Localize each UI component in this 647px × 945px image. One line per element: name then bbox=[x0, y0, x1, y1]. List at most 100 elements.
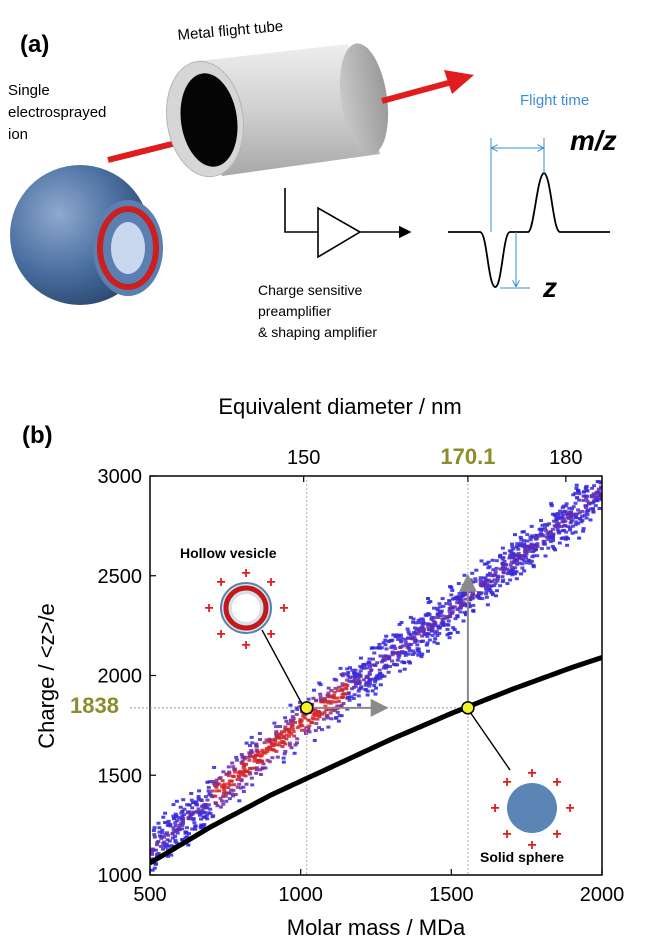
density-point bbox=[417, 629, 422, 632]
density-point bbox=[237, 771, 241, 775]
density-point bbox=[527, 544, 532, 548]
tube-label: Metal flight tube bbox=[177, 18, 284, 44]
density-point bbox=[378, 654, 383, 658]
density-point bbox=[180, 809, 185, 813]
density-point bbox=[396, 655, 401, 659]
density-point bbox=[399, 639, 404, 643]
density-point bbox=[514, 577, 519, 581]
density-point bbox=[322, 711, 327, 715]
density-point bbox=[197, 798, 202, 801]
density-point bbox=[328, 711, 333, 715]
density-point bbox=[170, 832, 175, 836]
ion-shell-ring bbox=[97, 206, 159, 290]
density-point bbox=[448, 607, 453, 611]
density-point bbox=[368, 682, 373, 686]
density-point bbox=[593, 469, 597, 472]
density-point bbox=[564, 530, 569, 534]
density-point bbox=[324, 714, 329, 718]
hollow-vesicle-label: Hollow vesicle bbox=[180, 545, 277, 561]
density-point bbox=[291, 727, 295, 731]
density-point bbox=[214, 782, 219, 786]
density-point bbox=[367, 671, 372, 675]
density-point bbox=[475, 594, 480, 598]
density-point bbox=[221, 792, 226, 796]
density-point bbox=[427, 628, 432, 632]
density-point bbox=[527, 559, 532, 563]
density-point bbox=[267, 760, 272, 764]
density-point bbox=[487, 587, 492, 591]
density-point bbox=[318, 683, 323, 687]
density-point bbox=[339, 714, 344, 718]
density-point bbox=[440, 614, 445, 618]
density-point bbox=[415, 647, 420, 651]
density-point bbox=[150, 852, 155, 856]
density-point bbox=[476, 591, 481, 595]
hollow-vesicle-leader bbox=[261, 629, 303, 705]
density-point bbox=[246, 755, 251, 759]
density-point bbox=[189, 798, 194, 802]
density-point bbox=[237, 799, 242, 803]
density-point bbox=[341, 672, 346, 676]
density-point bbox=[569, 514, 574, 518]
density-point bbox=[455, 630, 460, 634]
density-point bbox=[152, 866, 157, 870]
density-point bbox=[566, 525, 571, 529]
density-point bbox=[397, 653, 402, 657]
density-point bbox=[469, 594, 474, 597]
density-point bbox=[213, 801, 218, 805]
density-point bbox=[408, 633, 413, 637]
density-point bbox=[165, 838, 170, 842]
density-point bbox=[448, 612, 453, 616]
density-point bbox=[150, 848, 155, 852]
density-point bbox=[417, 621, 422, 625]
density-point bbox=[181, 813, 186, 817]
density-point bbox=[581, 529, 586, 533]
density-point bbox=[403, 637, 408, 641]
density-point bbox=[313, 710, 318, 714]
density-point bbox=[325, 716, 330, 720]
density-point bbox=[203, 795, 208, 799]
density-point bbox=[543, 526, 547, 530]
density-point bbox=[493, 581, 498, 585]
density-point bbox=[156, 821, 161, 825]
density-point bbox=[441, 604, 446, 608]
density-point bbox=[228, 783, 233, 787]
density-point bbox=[373, 678, 378, 682]
density-point bbox=[345, 672, 350, 676]
density-point bbox=[434, 629, 439, 633]
density-point bbox=[282, 752, 287, 756]
density-point bbox=[592, 484, 597, 488]
density-point bbox=[422, 633, 427, 636]
density-point bbox=[593, 494, 598, 497]
density-point bbox=[550, 527, 555, 531]
density-point bbox=[586, 501, 591, 505]
density-point bbox=[330, 708, 335, 712]
density-point bbox=[326, 725, 331, 729]
density-point bbox=[220, 799, 224, 803]
density-point bbox=[525, 539, 530, 543]
density-point bbox=[460, 590, 465, 594]
density-point bbox=[356, 689, 361, 693]
density-point bbox=[249, 766, 254, 770]
density-point bbox=[270, 747, 275, 751]
density-point bbox=[565, 543, 570, 547]
density-point bbox=[375, 661, 380, 665]
density-point bbox=[370, 663, 375, 667]
density-point bbox=[368, 679, 373, 682]
density-point bbox=[335, 704, 340, 708]
density-point bbox=[522, 553, 527, 557]
density-point bbox=[335, 710, 340, 714]
density-point bbox=[423, 622, 427, 626]
density-point bbox=[448, 602, 452, 606]
density-point bbox=[289, 725, 294, 729]
pickup-wire bbox=[284, 188, 318, 233]
density-point bbox=[167, 839, 172, 843]
density-point bbox=[287, 741, 292, 745]
density-point bbox=[535, 554, 540, 558]
density-point bbox=[253, 757, 257, 760]
density-point bbox=[492, 584, 497, 588]
density-point bbox=[247, 751, 252, 755]
density-point bbox=[317, 681, 322, 685]
density-point bbox=[217, 789, 222, 793]
density-point bbox=[546, 546, 551, 550]
